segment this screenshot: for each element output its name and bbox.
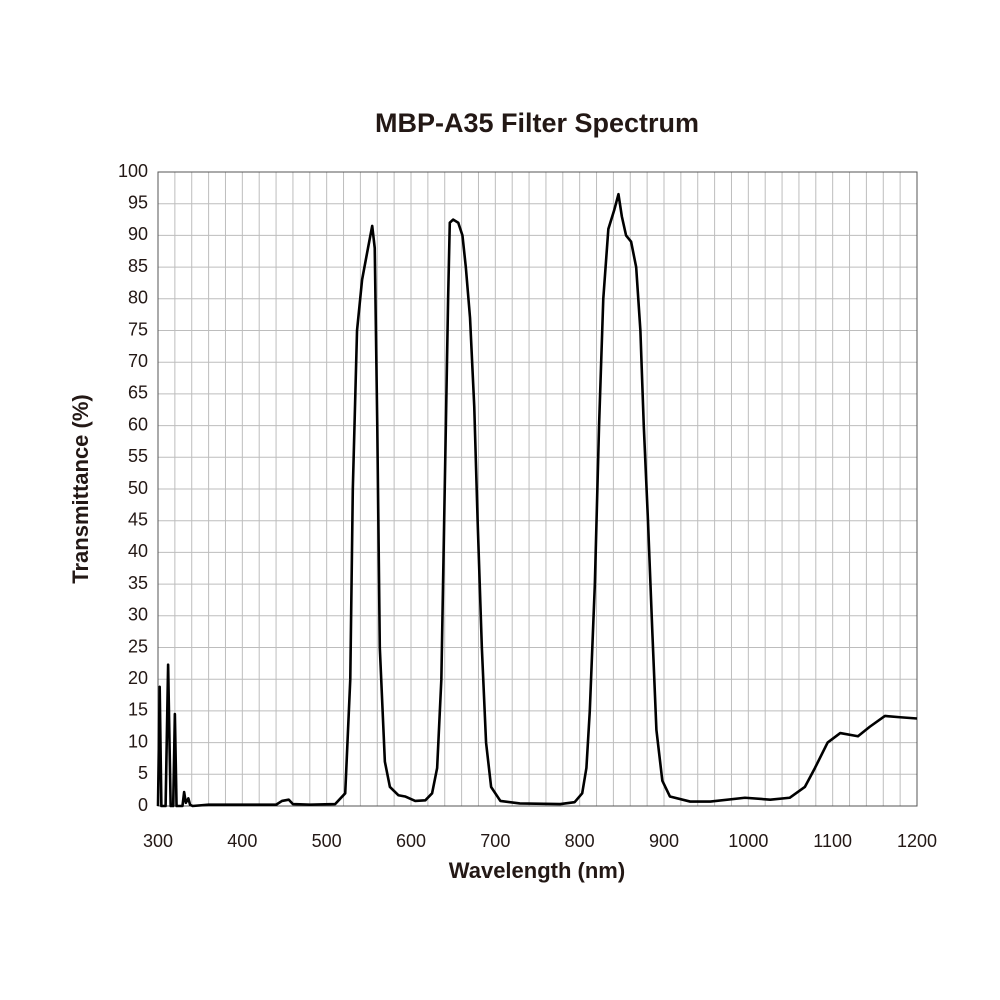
y-axis-title: Transmittance (%): [68, 394, 93, 584]
x-tick-label: 400: [227, 831, 257, 851]
y-tick-label: 20: [128, 668, 148, 688]
x-tick-label: 500: [312, 831, 342, 851]
plot-frame: [157, 171, 918, 807]
y-tick-label: 25: [128, 636, 148, 656]
y-tick-label: 50: [128, 478, 148, 498]
x-tick-label: 800: [565, 831, 595, 851]
y-tick-label: 90: [128, 224, 148, 244]
y-tick-label: 15: [128, 700, 148, 720]
y-tick-label: 10: [128, 731, 148, 751]
y-tick-label: 0: [138, 795, 148, 815]
y-tick-label: 40: [128, 541, 148, 561]
chart-title: MBP-A35 Filter Spectrum: [375, 108, 699, 138]
x-tick-label: 600: [396, 831, 426, 851]
x-tick-label: 1100: [813, 831, 852, 851]
y-tick-label: 35: [128, 573, 148, 593]
x-tick-label: 1200: [897, 831, 937, 851]
x-tick-label: 900: [649, 831, 679, 851]
x-tick-label: 1000: [728, 831, 768, 851]
y-tick-label: 5: [138, 763, 148, 783]
y-tick-label: 75: [128, 319, 148, 339]
y-tick-label: 45: [128, 509, 148, 529]
x-axis-title: Wavelength (nm): [449, 858, 625, 883]
y-tick-label: 55: [128, 446, 148, 466]
y-tick-label: 30: [128, 605, 148, 625]
line-series: [156, 192, 918, 808]
y-tick-label: 65: [128, 383, 148, 403]
y-tick-label: 85: [128, 256, 148, 276]
y-tick-label: 100: [118, 161, 148, 181]
y-tick-label: 80: [128, 288, 148, 308]
y-tick-label: 60: [128, 414, 148, 434]
y-tick-label: 95: [128, 192, 148, 212]
x-tick-label: 300: [143, 831, 173, 851]
y-tick-label: 70: [128, 351, 148, 371]
x-tick-label: 700: [480, 831, 510, 851]
